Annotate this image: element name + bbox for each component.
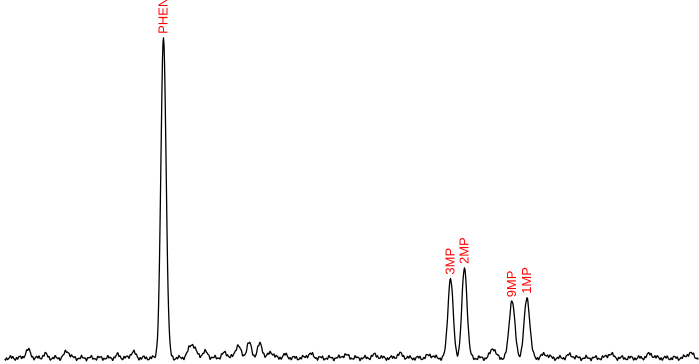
peak-label-phen: PHEN: [156, 0, 171, 34]
peak-label-2mp: 2MP: [457, 237, 472, 264]
chromatogram-trace: [4, 37, 699, 362]
peak-label-9mp: 9MP: [504, 271, 519, 298]
peak-labels: PHEN 3MP 2MP 9MP 1MP: [156, 0, 535, 297]
peak-label-1mp: 1MP: [519, 267, 534, 294]
trace-layer: [4, 37, 699, 362]
peak-label-3mp: 3MP: [443, 248, 458, 275]
